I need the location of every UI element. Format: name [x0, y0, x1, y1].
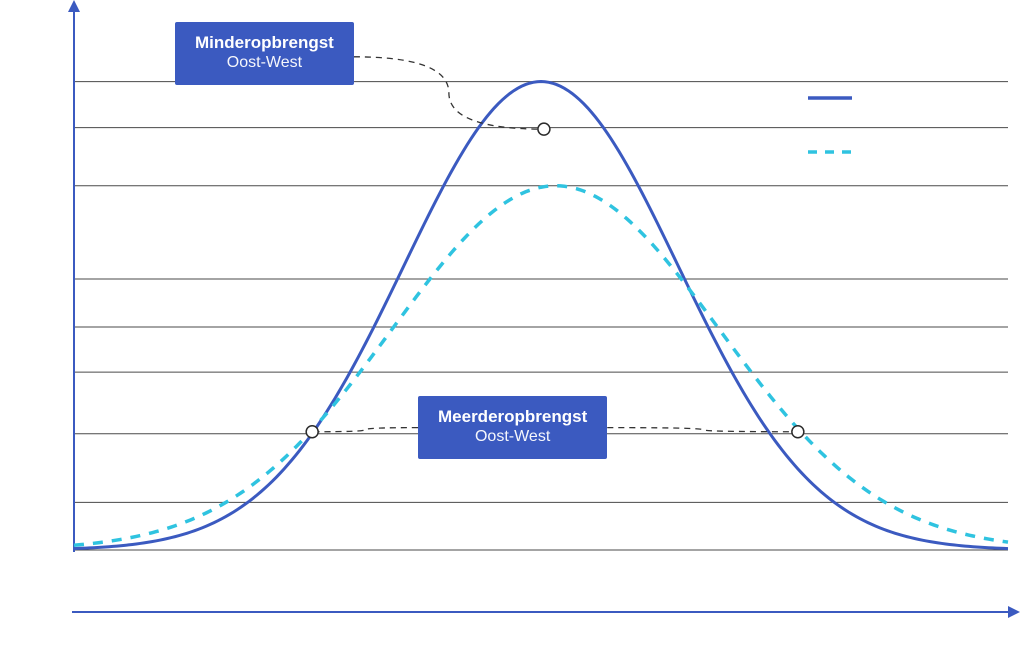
series-oostwest-dashed	[74, 186, 1008, 545]
callout-minderopbrengst: Minderopbrengst Oost-West	[175, 22, 354, 85]
series-zuid-solid	[74, 82, 1008, 549]
callout-title: Minderopbrengst	[195, 32, 334, 53]
callout-title: Meerderopbrengst	[438, 406, 587, 427]
solar-yield-chart: Minderopbrengst Oost-West Meerderopbreng…	[0, 0, 1024, 649]
chart-svg	[0, 0, 1024, 649]
gridlines	[74, 82, 1008, 550]
callout-subtitle: Oost-West	[195, 53, 334, 73]
callout-meerderopbrengst: Meerderopbrengst Oost-West	[418, 396, 607, 459]
callout-subtitle: Oost-West	[438, 427, 587, 447]
legend	[808, 98, 852, 152]
callout-connectors	[306, 57, 804, 438]
